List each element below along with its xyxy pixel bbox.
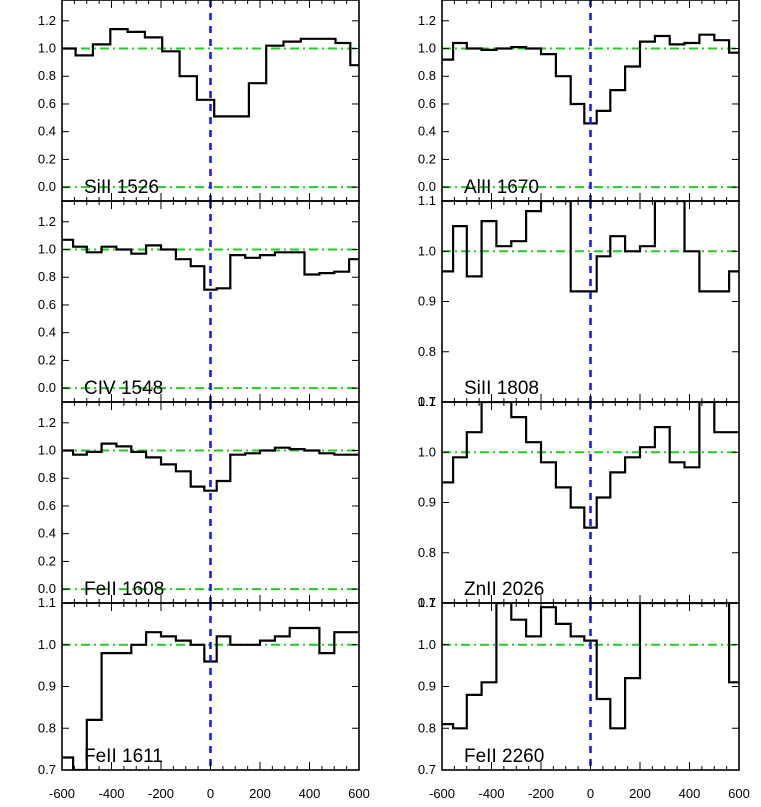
x-tick-label: -200 — [148, 786, 174, 801]
x-tick-label: 0 — [587, 786, 594, 801]
y-tick-label: 1.0 — [38, 242, 56, 257]
y-tick-label: 1.0 — [418, 637, 436, 652]
y-tick-label: 0.6 — [418, 96, 436, 111]
y-tick-label: 0.6 — [38, 96, 56, 111]
ion-label: FeII 1608 — [84, 579, 164, 600]
y-tick-label: 0.8 — [418, 68, 436, 83]
x-tick-label: 400 — [299, 786, 321, 801]
x-tick-label: -600 — [429, 786, 455, 801]
spectrum-feii-1611 — [62, 626, 359, 770]
y-tick-label: 0.9 — [38, 679, 56, 694]
y-tick-label: 0.4 — [38, 325, 56, 340]
ion-label: FeII 2260 — [464, 746, 544, 767]
x-tick-label: 0 — [207, 786, 214, 801]
y-tick-label: 1.1 — [38, 595, 56, 610]
spectrum-civ-1548 — [62, 238, 359, 291]
ion-label: SiII 1808 — [464, 378, 539, 399]
y-tick-label: 0.0 — [38, 581, 56, 596]
y-tick-label: 0.9 — [418, 679, 436, 694]
y-tick-label: 1.0 — [38, 443, 56, 458]
panel-siii-1526: 0.0 0.2 0.4 0.6 0.8 1.0 1.2 SiII 1526 — [38, 0, 360, 202]
y-tick-label: 0.8 — [38, 269, 56, 284]
y-tick-label: 0.2 — [418, 151, 436, 166]
x-tick-label: 400 — [679, 786, 701, 801]
y-tick-label: 1.1 — [418, 193, 436, 208]
y-tick-label: 1.2 — [38, 415, 56, 430]
spectrum-siii-1808 — [442, 201, 739, 293]
ion-label: CIV 1548 — [84, 378, 163, 399]
y-tick-label: 1.2 — [418, 13, 436, 28]
y-tick-label: 1.2 — [38, 13, 56, 28]
y-tick-label: 0.6 — [38, 297, 56, 312]
y-tick-label: 0.7 — [38, 762, 56, 777]
panel-siii-1808: 0.7 0.8 0.9 1.0 1.1 SiII 1808 — [418, 193, 740, 409]
y-tick-label: 0.4 — [418, 124, 436, 139]
y-tick-label: 0.2 — [38, 553, 56, 568]
y-tick-label: 0.7 — [418, 394, 436, 409]
y-tick-label: 0.4 — [38, 526, 56, 541]
panel-feii-1608: 0.0 0.2 0.4 0.6 0.8 1.0 1.2 FeII 1608 — [38, 401, 360, 604]
x-tick-label: -200 — [528, 786, 554, 801]
y-tick-label: 0.8 — [38, 720, 56, 735]
y-tick-label: 1.0 — [418, 243, 436, 258]
y-tick-label: 0.9 — [418, 495, 436, 510]
y-tick-label: 0.4 — [38, 124, 56, 139]
y-tick-label: 0.8 — [418, 545, 436, 560]
y-tick-label: 0.8 — [418, 720, 436, 735]
x-tick-label: -400 — [478, 786, 504, 801]
y-tick-label: 0.9 — [418, 294, 436, 309]
panel-znii-2026: 0.7 0.8 0.9 1.0 1.1 ZnII 2026 — [418, 394, 740, 610]
y-tick-label: 1.2 — [38, 214, 56, 229]
spectrum-feii-1608 — [62, 442, 359, 492]
spectrum-znii-2026 — [442, 402, 739, 529]
y-tick-label: 1.0 — [38, 41, 56, 56]
y-tick-label: 1.1 — [418, 595, 436, 610]
y-tick-label: 0.8 — [418, 344, 436, 359]
y-tick-label: 0.6 — [38, 498, 56, 513]
x-tick-label: -600 — [49, 786, 75, 801]
y-tick-label: 0.0 — [38, 380, 56, 395]
y-tick-label: 0.8 — [38, 470, 56, 485]
panel-feii-1611: 0.7 0.8 0.9 1.0 1.1 -600 -400 -200 0 200 400 600 FeI… — [38, 595, 370, 801]
y-tick-label: 0.7 — [418, 762, 436, 777]
spectrum-feii-2260 — [442, 603, 739, 730]
x-tick-label: -400 — [98, 786, 124, 801]
y-tick-label: 1.1 — [418, 394, 436, 409]
spectrum-siii-1526 — [62, 28, 359, 118]
ion-label: FeII 1611 — [84, 746, 163, 767]
y-tick-label: 1.0 — [38, 637, 56, 652]
y-tick-label: 0.0 — [418, 179, 436, 194]
panel-alii-1670: 0.0 0.2 0.4 0.6 0.8 1.0 1.2 AlII 1670 — [418, 0, 740, 202]
y-tick-label: 0.8 — [38, 68, 56, 83]
x-tick-label: 600 — [728, 786, 750, 801]
y-tick-label: 0.2 — [38, 352, 56, 367]
y-tick-label: 0.2 — [38, 151, 56, 166]
y-tick-label: 1.0 — [418, 444, 436, 459]
panel-feii-2260: 0.7 0.8 0.9 1.0 1.1 -600 -400 -200 0 200 400 600 FeI… — [418, 595, 750, 801]
panel-civ-1548: 0.0 0.2 0.4 0.6 0.8 1.0 1.2 CIV 1548 — [38, 200, 360, 403]
y-tick-label: 0.0 — [38, 179, 56, 194]
ion-label: ZnII 2026 — [464, 579, 544, 600]
ion-label: AlII 1670 — [464, 177, 539, 198]
y-tick-label: 0.7 — [418, 595, 436, 610]
y-tick-label: 1.0 — [418, 41, 436, 56]
x-tick-label: 200 — [249, 786, 271, 801]
x-tick-label: 200 — [629, 786, 651, 801]
ion-label: SiII 1526 — [84, 177, 159, 198]
x-tick-label: 600 — [348, 786, 370, 801]
